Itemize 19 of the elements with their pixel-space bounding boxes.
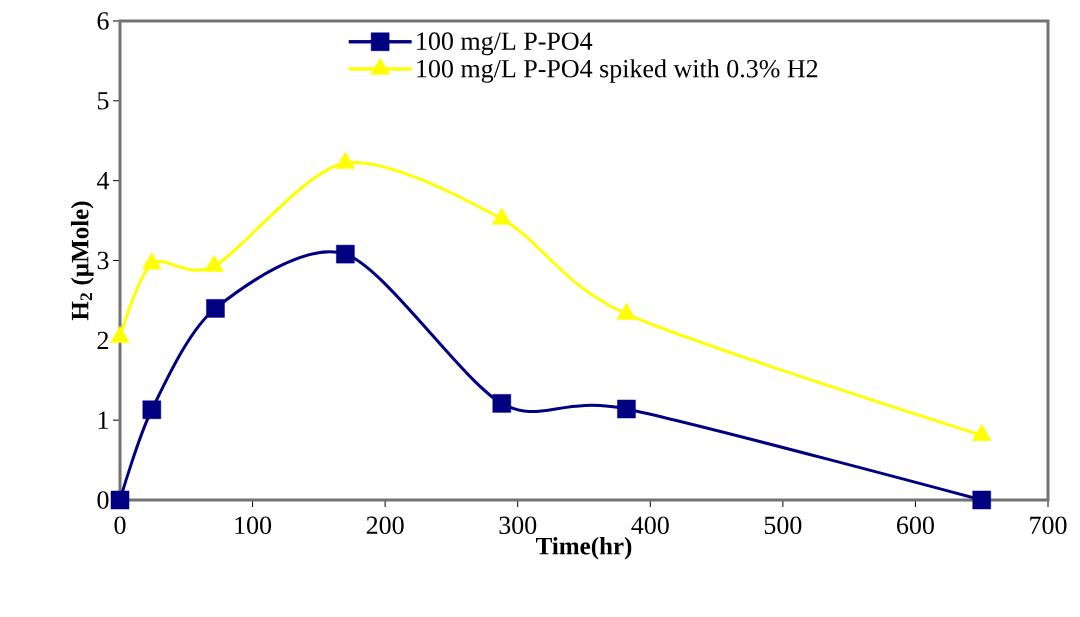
x-tick-label: 200: [366, 516, 404, 535]
x-axis-title: Time(hr): [536, 536, 632, 560]
y-tick-label: 0: [97, 491, 109, 509]
y-tick-label: 3: [97, 251, 109, 270]
x-tick-label: 100: [235, 516, 272, 535]
x-tick-label: 300: [499, 516, 537, 535]
y-tick-label: 6: [97, 12, 109, 30]
x-tick-label: 700: [1030, 516, 1067, 535]
x-tick-label: 500: [764, 516, 802, 535]
x-tick-label: 400: [631, 516, 669, 535]
legend-label: 100 mg/L P-PO4 spiked with 0.3% H2: [417, 59, 818, 83]
y-tick-label: 4: [96, 172, 110, 190]
y-tick-label: 1: [98, 411, 108, 429]
y-tick-label: 2: [97, 331, 109, 349]
x-tick-label: 0: [114, 516, 126, 535]
y-tick-label: 5: [97, 92, 109, 110]
x-tick-label: 600: [897, 516, 934, 535]
y-axis-title: H$_{2}$ (µMole): [70, 201, 94, 321]
legend-label: 100 mg/L P-PO4: [417, 32, 593, 56]
